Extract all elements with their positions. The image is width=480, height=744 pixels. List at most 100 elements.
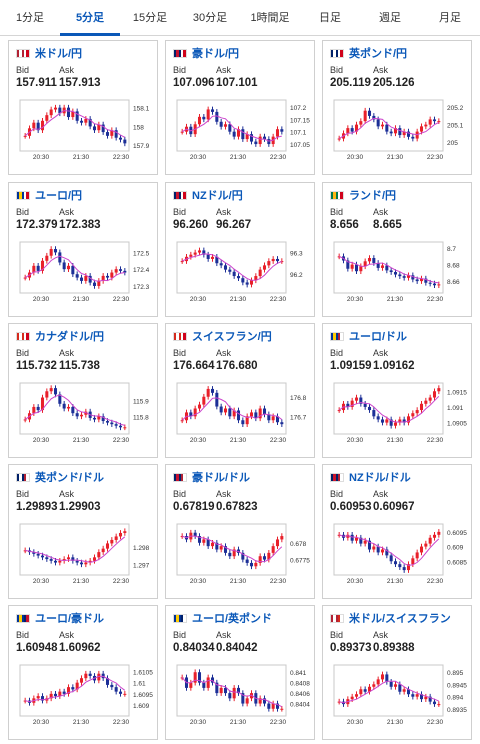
rate-card[interactable]: ユーロ/英ポンド Bid Ask 0.84034 0.84042 0.841 0.8408 0… bbox=[165, 605, 315, 740]
currency-pair-link[interactable]: 米ドル/スイスフラン bbox=[349, 613, 451, 625]
rate-card[interactable]: ユーロ/豪ドル Bid Ask 1.60948 1.60962 1.6105 1.61 1.6… bbox=[8, 605, 158, 740]
candle-body bbox=[249, 412, 254, 417]
moving-average-line bbox=[181, 115, 282, 142]
candle-body bbox=[215, 392, 219, 407]
x-tick-label: 22:30 bbox=[270, 154, 287, 161]
tab-daily[interactable]: 日足 bbox=[319, 12, 341, 24]
tab-15min[interactable]: 15分足 bbox=[132, 12, 168, 24]
ask-value: 0.84042 bbox=[216, 642, 258, 654]
rate-card[interactable]: カナダドル/円 Bid Ask 115.732 115.738 115.9 115.8 20:… bbox=[8, 323, 158, 458]
currency-pair-link[interactable]: ランド/円 bbox=[349, 190, 397, 202]
mini-candlestick-chart[interactable]: 205.2 205.1 205 20:30 21:30 22:30 bbox=[329, 99, 467, 161]
candle-body bbox=[45, 255, 49, 261]
mini-candlestick-chart[interactable]: 0.678 0.6775 20:30 21:30 22:30 bbox=[172, 523, 310, 585]
card-header: NZドル/ドル bbox=[330, 470, 411, 484]
candle-body bbox=[232, 131, 236, 137]
mini-candlestick-chart[interactable]: 115.9 115.8 20:30 21:30 22:30 bbox=[15, 382, 153, 444]
rate-card[interactable]: 米ドル/円 Bid Ask 157.911 157.913 158.1 158 157.9 20… bbox=[8, 40, 158, 175]
bid-value: 0.67819 bbox=[173, 501, 215, 513]
rate-card[interactable]: 米ドル/スイスフラン Bid Ask 0.89373 0.89388 0.895 0.894… bbox=[322, 605, 472, 740]
chart-svg: 8.7 8.68 8.66 20:30 21:30 22:30 bbox=[333, 241, 460, 303]
rate-card[interactable]: 豪ドル/円 Bid Ask 107.096 107.101 107.2 107.15 107.… bbox=[165, 40, 315, 175]
mini-candlestick-chart[interactable]: 96.3 96.2 20:30 21:30 22:30 bbox=[172, 241, 310, 303]
candle-body bbox=[419, 694, 424, 700]
rate-card[interactable]: 英ポンド/ドル Bid Ask 1.29893 1.29903 1.298 1.297 20:… bbox=[8, 464, 158, 599]
y-tick-label: 205.1 bbox=[447, 123, 464, 130]
currency-pair-link[interactable]: スイスフラン/円 bbox=[192, 331, 272, 343]
candle-body bbox=[75, 560, 79, 563]
rate-card[interactable]: NZドル/ドル Bid Ask 0.60953 0.60967 0.6095 0.609 0.… bbox=[322, 464, 472, 599]
rate-card[interactable]: 英ポンド/円 Bid Ask 205.119 205.126 205.2 205.1 205 2… bbox=[322, 40, 472, 175]
candle-body bbox=[437, 388, 441, 392]
currency-pair-link[interactable]: NZドル/円 bbox=[192, 190, 243, 202]
currency-pair-link[interactable]: ユーロ/円 bbox=[35, 190, 83, 202]
candle-body bbox=[432, 391, 437, 398]
candle-body bbox=[249, 562, 254, 567]
x-tick-label: 22:30 bbox=[270, 437, 287, 444]
card-header: ユーロ/英ポンド bbox=[173, 611, 272, 625]
mini-candlestick-chart[interactable]: 0.841 0.8408 0.8406 0.8404 20:30 21:30 22:30 bbox=[172, 664, 310, 726]
tab-1hour[interactable]: 1時間足 bbox=[250, 12, 290, 24]
candle-body bbox=[79, 414, 84, 417]
currency-pair-link[interactable]: ユーロ/ドル bbox=[349, 331, 408, 343]
mini-candlestick-chart[interactable]: 0.895 0.8945 0.894 0.8935 20:30 21:30 22:30 bbox=[329, 664, 467, 726]
tab-1min[interactable]: 1分足 bbox=[15, 12, 45, 24]
candle-body bbox=[354, 694, 359, 697]
rate-card[interactable]: スイスフラン/円 Bid Ask 176.664 176.680 176.8 176.7 20… bbox=[165, 323, 315, 458]
candle-body bbox=[92, 126, 97, 131]
currency-pair-link[interactable]: 英ポンド/円 bbox=[349, 48, 408, 60]
currency-pair-link[interactable]: ユーロ/豪ドル bbox=[35, 613, 105, 625]
moving-average-line bbox=[338, 395, 440, 423]
candle-body bbox=[123, 270, 127, 273]
candle-body bbox=[206, 254, 210, 259]
rate-card[interactable]: ユーロ/円 Bid Ask 172.379 172.383 172.5 172.4 172.3… bbox=[8, 182, 158, 317]
mini-candlestick-chart[interactable]: 1.6105 1.61 1.6095 1.609 20:30 21:30 22:30 bbox=[15, 664, 153, 726]
chart-frame bbox=[333, 664, 444, 717]
candle-body bbox=[197, 536, 202, 543]
currency-pair-link[interactable]: 英ポンド/ドル bbox=[35, 472, 105, 484]
rate-card[interactable]: ユーロ/ドル Bid Ask 1.09159 1.09162 1.0915 1.091 1.0… bbox=[322, 323, 472, 458]
rate-card[interactable]: NZドル/円 Bid Ask 96.260 96.267 96.3 96.2 20:30 21:… bbox=[165, 182, 315, 317]
candle-body bbox=[428, 537, 432, 544]
candle-body bbox=[376, 546, 380, 553]
ask-value: 96.267 bbox=[216, 219, 252, 231]
candle-body bbox=[223, 124, 228, 127]
candle-body bbox=[372, 258, 376, 263]
currency-pair-link[interactable]: カナダドル/円 bbox=[35, 331, 105, 343]
currency-pair-link[interactable]: 豪ドル/ドル bbox=[192, 472, 251, 484]
candle-body bbox=[354, 264, 359, 272]
mini-candlestick-chart[interactable]: 0.6095 0.609 0.6085 20:30 21:30 22:30 bbox=[329, 523, 467, 585]
candle-body bbox=[406, 275, 411, 278]
tab-5min[interactable]: 5分足 bbox=[60, 0, 120, 36]
mini-candlestick-chart[interactable]: 1.298 1.297 20:30 21:30 22:30 bbox=[15, 523, 153, 585]
candle-body bbox=[105, 543, 110, 549]
tab-weekly[interactable]: 週足 bbox=[379, 12, 401, 24]
candle-body bbox=[367, 110, 372, 116]
currency-flag-icon bbox=[173, 48, 187, 58]
candle-body bbox=[202, 682, 206, 688]
tab-monthly[interactable]: 月足 bbox=[439, 12, 461, 24]
moving-average-line bbox=[338, 117, 440, 140]
mini-candlestick-chart[interactable]: 107.2 107.15 107.1 107.05 20:30 21:30 22:30 bbox=[172, 99, 310, 161]
candle-body bbox=[49, 559, 53, 561]
bid-value: 176.664 bbox=[173, 360, 215, 372]
currency-pair-link[interactable]: NZドル/ドル bbox=[349, 472, 411, 484]
mini-candlestick-chart[interactable]: 158.1 158 157.9 20:30 21:30 22:30 bbox=[15, 99, 153, 161]
mini-candlestick-chart[interactable]: 1.0915 1.091 1.0905 20:30 21:30 22:30 bbox=[329, 382, 467, 444]
currency-pair-link[interactable]: 米ドル/円 bbox=[35, 48, 83, 60]
mini-candlestick-chart[interactable]: 176.8 176.7 20:30 21:30 22:30 bbox=[172, 382, 310, 444]
candle-body bbox=[415, 410, 419, 414]
ask-label: Ask bbox=[373, 348, 389, 358]
mini-candlestick-chart[interactable]: 8.7 8.68 8.66 20:30 21:30 22:30 bbox=[329, 241, 467, 303]
mini-candlestick-chart[interactable]: 172.5 172.4 172.3 20:30 21:30 22:30 bbox=[15, 241, 153, 303]
currency-pair-link[interactable]: 豪ドル/円 bbox=[192, 48, 240, 60]
rate-card[interactable]: ランド/円 Bid Ask 8.656 8.665 8.7 8.68 8.66 20:30 21:… bbox=[322, 182, 472, 317]
rate-card[interactable]: 豪ドル/ドル Bid Ask 0.67819 0.67823 0.678 0.6775 20:… bbox=[165, 464, 315, 599]
y-tick-label: 176.8 bbox=[290, 395, 307, 402]
candle-body bbox=[180, 261, 184, 263]
x-tick-label: 21:30 bbox=[230, 437, 247, 444]
candle-body bbox=[193, 672, 197, 683]
currency-pair-link[interactable]: ユーロ/英ポンド bbox=[192, 613, 273, 625]
candle-body bbox=[398, 274, 402, 277]
tab-30min[interactable]: 30分足 bbox=[192, 12, 228, 24]
